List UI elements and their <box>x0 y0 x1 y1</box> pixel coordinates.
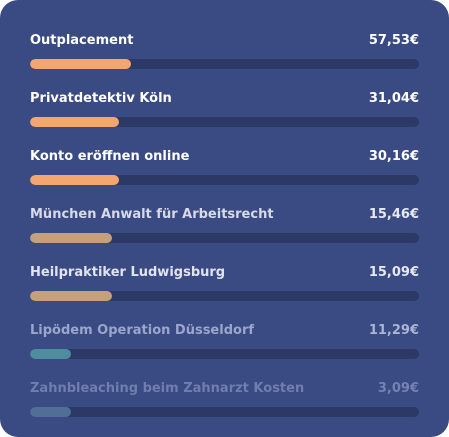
progress-track <box>30 407 419 417</box>
progress-track <box>30 233 419 243</box>
progress-fill <box>30 59 131 69</box>
keyword-label: Heilpraktiker Ludwigsburg <box>30 265 226 280</box>
progress-track <box>30 291 419 301</box>
progress-track <box>30 117 419 127</box>
progress-fill <box>30 349 71 359</box>
keyword-value: 3,09€ <box>377 381 419 396</box>
list-item: Lipödem Operation Düsseldorf 11,29€ <box>30 322 419 362</box>
progress-fill <box>30 117 119 127</box>
keyword-label: Privatdetektiv Köln <box>30 91 172 106</box>
progress-fill <box>30 175 119 185</box>
progress-track <box>30 59 419 69</box>
list-item: Konto eröffnen online 30,16€ <box>30 148 419 188</box>
keyword-value: 11,29€ <box>368 323 419 338</box>
list-item: Privatdetektiv Köln 31,04€ <box>30 90 419 130</box>
keyword-value: 30,16€ <box>368 149 419 164</box>
progress-fill <box>30 407 71 417</box>
list-item: Heilpraktiker Ludwigsburg 15,09€ <box>30 264 419 304</box>
progress-track <box>30 349 419 359</box>
keyword-label: München Anwalt für Arbeitsrecht <box>30 207 274 222</box>
list-item: Outplacement 57,53€ <box>30 32 419 72</box>
keyword-value: 15,09€ <box>368 265 419 280</box>
progress-track <box>30 175 419 185</box>
progress-fill <box>30 291 112 301</box>
keyword-value: 31,04€ <box>368 91 419 106</box>
keyword-label: Konto eröffnen online <box>30 149 190 164</box>
progress-fill <box>30 233 112 243</box>
keyword-label: Outplacement <box>30 33 134 48</box>
keyword-value: 15,46€ <box>368 207 419 222</box>
list-item: München Anwalt für Arbeitsrecht 15,46€ <box>30 206 419 246</box>
keyword-value: 57,53€ <box>368 33 419 48</box>
keyword-label: Lipödem Operation Düsseldorf <box>30 323 255 338</box>
list-item: Zahnbleaching beim Zahnarzt Kosten 3,09€ <box>30 380 419 420</box>
keyword-label: Zahnbleaching beim Zahnarzt Kosten <box>30 381 305 396</box>
